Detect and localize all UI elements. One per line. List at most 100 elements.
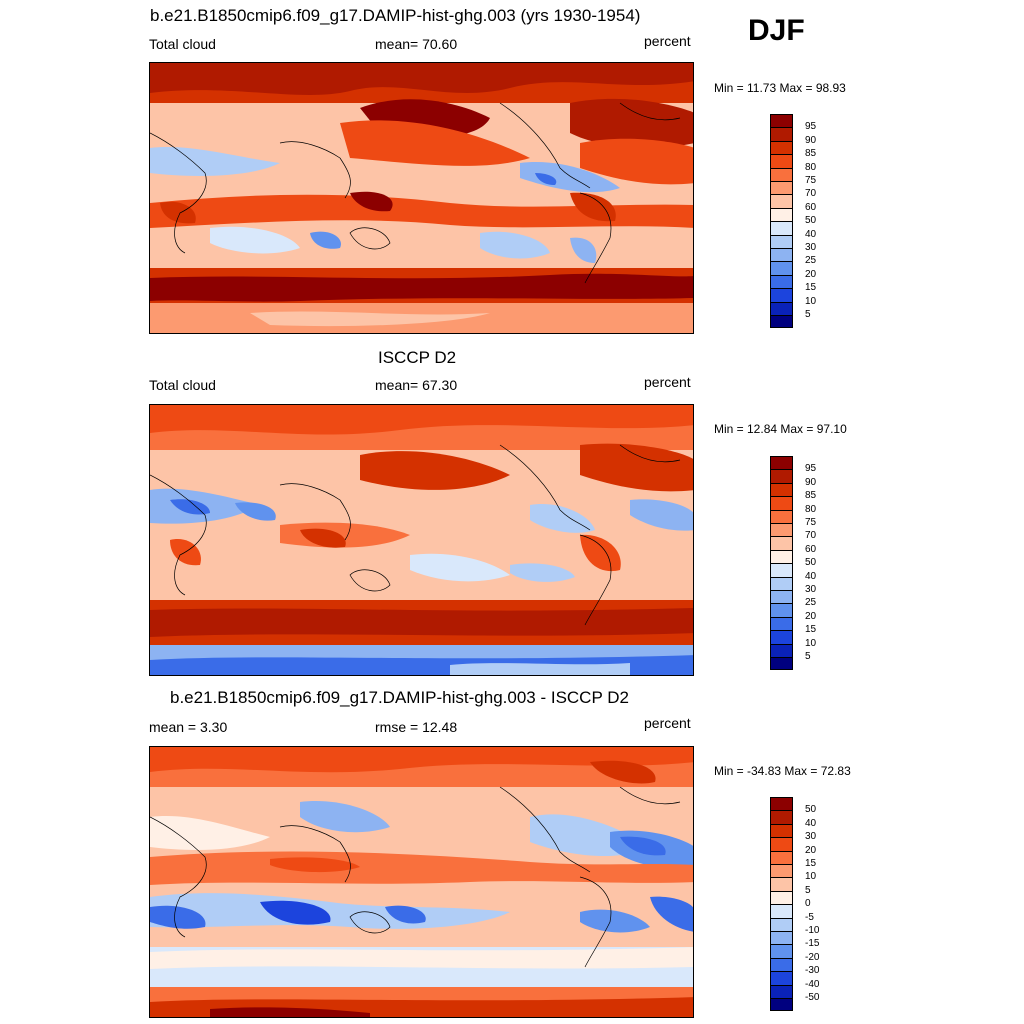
colorbar-tick-label: -10: [805, 925, 820, 936]
colorbar-swatch: [770, 904, 793, 918]
colorbar-swatch: [770, 549, 793, 564]
panel-left-label-obs: Total cloud: [149, 377, 216, 393]
colorbar-tick-label: 90: [805, 134, 817, 146]
colorbar-tick-label: 50: [805, 215, 817, 227]
colorbar-tick-label: 95: [805, 463, 817, 475]
colorbar-tick-label: 40: [805, 228, 817, 240]
colorbar-tick-label: 10: [805, 637, 817, 649]
colorbar-tick-label: 80: [805, 161, 817, 173]
colorbar-swatch: [770, 837, 793, 851]
colorbar-tick-label: 20: [805, 844, 817, 856]
colorbar-swatch: [770, 167, 793, 181]
colorbar-tick-label: 70: [805, 188, 817, 200]
colorbar-swatch: [770, 469, 793, 483]
colorbar-tick-label: 40: [805, 570, 817, 582]
colorbar-swatch: [770, 590, 793, 604]
colorbar-swatch: [770, 536, 793, 550]
colorbar-frame: [770, 114, 793, 329]
colorbar-swatch: [770, 140, 793, 155]
panel-left-label-model: Total cloud: [149, 36, 216, 52]
colorbar-swatch: [770, 274, 793, 289]
colorbar-tick-label: 30: [805, 584, 817, 595]
panel-units-obs: percent: [644, 374, 691, 390]
colorbar-tick-label: -50: [805, 992, 820, 1003]
panel-units-diff: percent: [644, 715, 691, 731]
colorbar-tick-label: -20: [805, 951, 820, 963]
colorbar-swatch: [770, 576, 793, 590]
colorbar-swatch: [770, 154, 793, 168]
colorbar-swatch: [770, 315, 793, 329]
colorbar-swatch: [770, 917, 793, 931]
colorbar-swatch: [770, 864, 793, 878]
colorbar-tick-label: 90: [805, 476, 817, 488]
colorbar-tick-label: 10: [805, 871, 817, 883]
colorbar-swatch: [770, 563, 793, 577]
panel-units-model: percent: [644, 33, 691, 49]
colorbar-tick-label: 0: [805, 898, 811, 910]
colorbar-swatch: [770, 482, 793, 497]
colorbar-tick-label: 60: [805, 201, 817, 213]
colorbar-tick-label: 20: [805, 268, 817, 280]
colorbar-swatch: [770, 616, 793, 631]
panel-mean-obs: mean= 67.30: [375, 377, 458, 393]
map-difference: [149, 746, 694, 1018]
colorbar-tick-label: 5: [805, 651, 811, 662]
season-label: DJF: [748, 14, 805, 47]
colorbar-tick-label: 70: [805, 530, 817, 542]
colorbar-tick-label: 95: [805, 121, 817, 133]
colorbar-swatch: [770, 890, 793, 905]
colorbar-tick-label: 75: [805, 517, 817, 528]
colorbar-tick-label: -30: [805, 965, 820, 977]
colorbar-swatch: [770, 207, 793, 222]
colorbar-tick-label: 30: [805, 831, 817, 843]
colorbar-tick-label: 25: [805, 597, 817, 609]
colorbar-swatch: [770, 850, 793, 864]
colorbar-tick-label: 15: [805, 858, 817, 869]
colorbar-frame: [770, 797, 793, 1012]
panel-minmax-obs: Min = 12.84 Max = 97.10: [714, 422, 847, 436]
colorbar-swatch: [770, 181, 793, 195]
colorbar-swatch: [770, 509, 793, 523]
map-model-total-cloud: [149, 62, 694, 334]
colorbar-tick-label: -5: [805, 911, 814, 923]
colorbar-swatch: [770, 998, 793, 1012]
colorbar-swatch: [770, 194, 793, 208]
colorbar-tick-label: 5: [805, 309, 811, 320]
colorbar-tick-label: 5: [805, 884, 811, 896]
colorbar-swatch: [770, 944, 793, 958]
panel-mean-diff: mean = 3.30: [149, 719, 228, 735]
colorbar-swatch: [770, 248, 793, 262]
colorbar-swatch: [770, 877, 793, 891]
colorbar-tick-label: -15: [805, 938, 820, 950]
colorbar-swatch: [770, 630, 793, 644]
colorbar-swatch: [770, 288, 793, 302]
colorbar-tick-label: 50: [805, 804, 817, 816]
colorbar-swatch: [770, 823, 793, 838]
colorbar-tick-label: 15: [805, 624, 817, 636]
colorbar-tick-label: 15: [805, 282, 817, 294]
colorbar-swatch: [770, 261, 793, 275]
panel-title-diff: b.e21.B1850cmip6.f09_g17.DAMIP-hist-ghg.…: [170, 688, 629, 707]
colorbar-tick-label: 85: [805, 490, 817, 502]
colorbar-swatch: [770, 234, 793, 248]
panel-rmse-diff: rmse = 12.48: [375, 719, 458, 735]
colorbar-swatch: [770, 523, 793, 537]
colorbar-swatch: [770, 496, 793, 510]
colorbar-swatch: [770, 971, 793, 985]
colorbar-tick-label: 60: [805, 543, 817, 555]
colorbar-swatch: [770, 957, 793, 972]
colorbar-swatch: [770, 301, 793, 315]
colorbar-swatch: [770, 984, 793, 998]
panel-minmax-model: Min = 11.73 Max = 98.93: [714, 81, 846, 95]
colorbar-tick-label: 80: [805, 503, 817, 515]
colorbar-swatch: [770, 931, 793, 945]
map-obs-total-cloud: [149, 404, 694, 676]
colorbar-swatch: [770, 643, 793, 657]
colorbar-tick-label: 25: [805, 255, 817, 267]
colorbar-tick-label: -40: [805, 978, 820, 990]
colorbar-tick-label: 50: [805, 557, 817, 569]
colorbar-swatch: [770, 603, 793, 617]
panel-mean-model: mean= 70.60: [375, 36, 458, 52]
panel-title-model: b.e21.B1850cmip6.f09_g17.DAMIP-hist-ghg.…: [150, 6, 641, 25]
colorbar-tick-label: 75: [805, 175, 817, 186]
